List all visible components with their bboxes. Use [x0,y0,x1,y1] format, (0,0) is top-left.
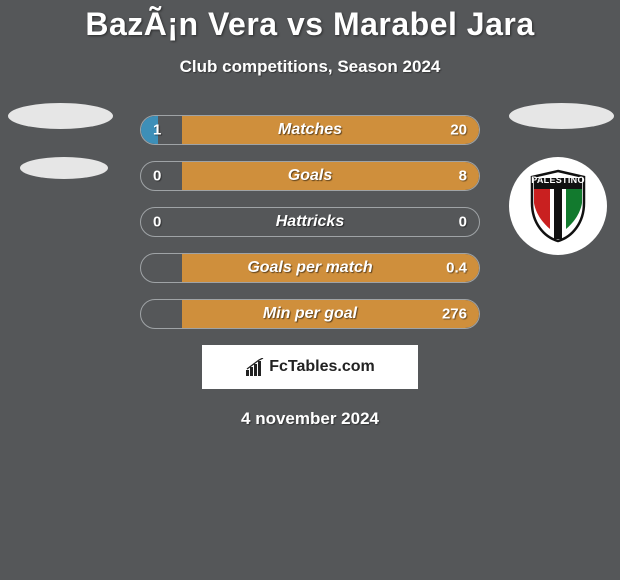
comparison-card: BazÃ¡n Vera vs Marabel Jara Club competi… [0,0,620,429]
stat-rows: 120Matches 08Goals 00Hattricks 0.4Goals per… [140,115,480,329]
left-badge-1 [8,103,113,129]
stats-area: PALESTINO 120Matches 08Goals 00Hattricks 0.… [0,115,620,429]
left-badge-2 [20,157,108,179]
badge-label: PALESTINO [528,175,588,185]
page-title: BazÃ¡n Vera vs Marabel Jara [0,6,620,43]
brand-box[interactable]: FcTables.com [202,345,418,389]
brand-prefix: Fc [269,358,288,375]
chart-icon [245,358,265,376]
stat-label: Goals [141,167,479,185]
stat-label: Matches [141,121,479,139]
stat-label: Min per goal [141,305,479,323]
brand-suffix: Tables.com [288,358,375,375]
right-badge-1 [509,103,614,129]
stat-row: 08Goals [140,161,480,191]
brand-label: FcTables.com [269,358,375,376]
stat-row: 120Matches [140,115,480,145]
stat-label: Goals per match [141,259,479,277]
date-label: 4 november 2024 [0,409,620,429]
subtitle: Club competitions, Season 2024 [0,57,620,77]
stat-row: 00Hattricks [140,207,480,237]
shield-icon: PALESTINO [528,169,588,243]
stat-row: 276Min per goal [140,299,480,329]
left-player-badges [8,103,113,179]
stat-label: Hattricks [141,213,479,231]
stat-row: 0.4Goals per match [140,253,480,283]
club-badge-palestino: PALESTINO [509,157,607,255]
right-player-badges: PALESTINO [509,103,614,255]
